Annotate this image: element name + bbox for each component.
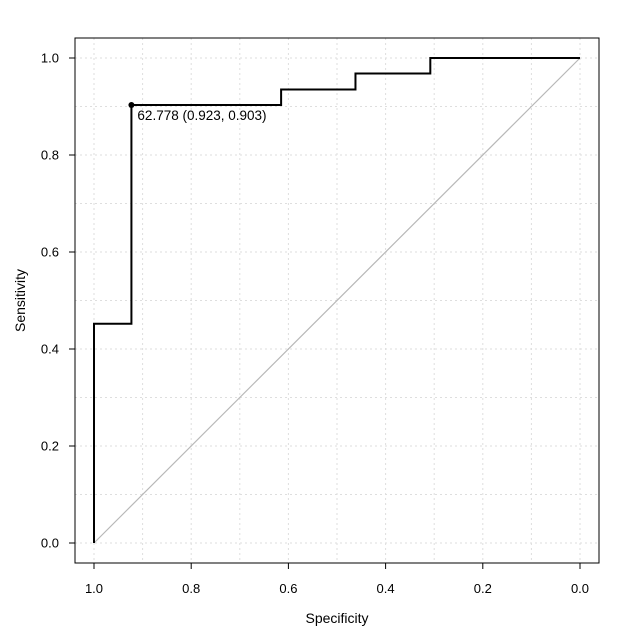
x-tick-label: 1.0: [85, 581, 103, 596]
y-tick-label: 0.4: [41, 342, 59, 357]
x-tick-label: 0.8: [182, 581, 200, 596]
y-tick-label: 0.6: [41, 245, 59, 260]
plot-frame: [74, 37, 600, 564]
y-axis: 0.0 0.2 0.4 0.6 0.8 1.0: [41, 51, 75, 551]
y-axis-title: Sensitivity: [12, 269, 28, 332]
y-tick-label: 1.0: [41, 51, 59, 66]
y-tick-label: 0.0: [41, 536, 59, 551]
best-threshold-label: 62.778 (0.923, 0.903): [137, 108, 266, 123]
x-tick-label: 0.6: [279, 581, 297, 596]
y-tick-label: 0.2: [41, 439, 59, 454]
best-threshold-point: [128, 102, 135, 109]
grid-layer: [75, 38, 599, 563]
roc-curve: [93, 57, 580, 543]
x-tick-label: 0.0: [571, 581, 589, 596]
x-tick-label: 0.4: [377, 581, 395, 596]
x-axis: 1.0 0.8 0.6 0.4 0.2 0.0: [85, 563, 589, 596]
reference-diagonal-line: [93, 57, 581, 544]
x-axis-title: Specificity: [305, 610, 368, 626]
x-tick-label: 0.2: [474, 581, 492, 596]
y-tick-label: 0.8: [41, 148, 59, 163]
